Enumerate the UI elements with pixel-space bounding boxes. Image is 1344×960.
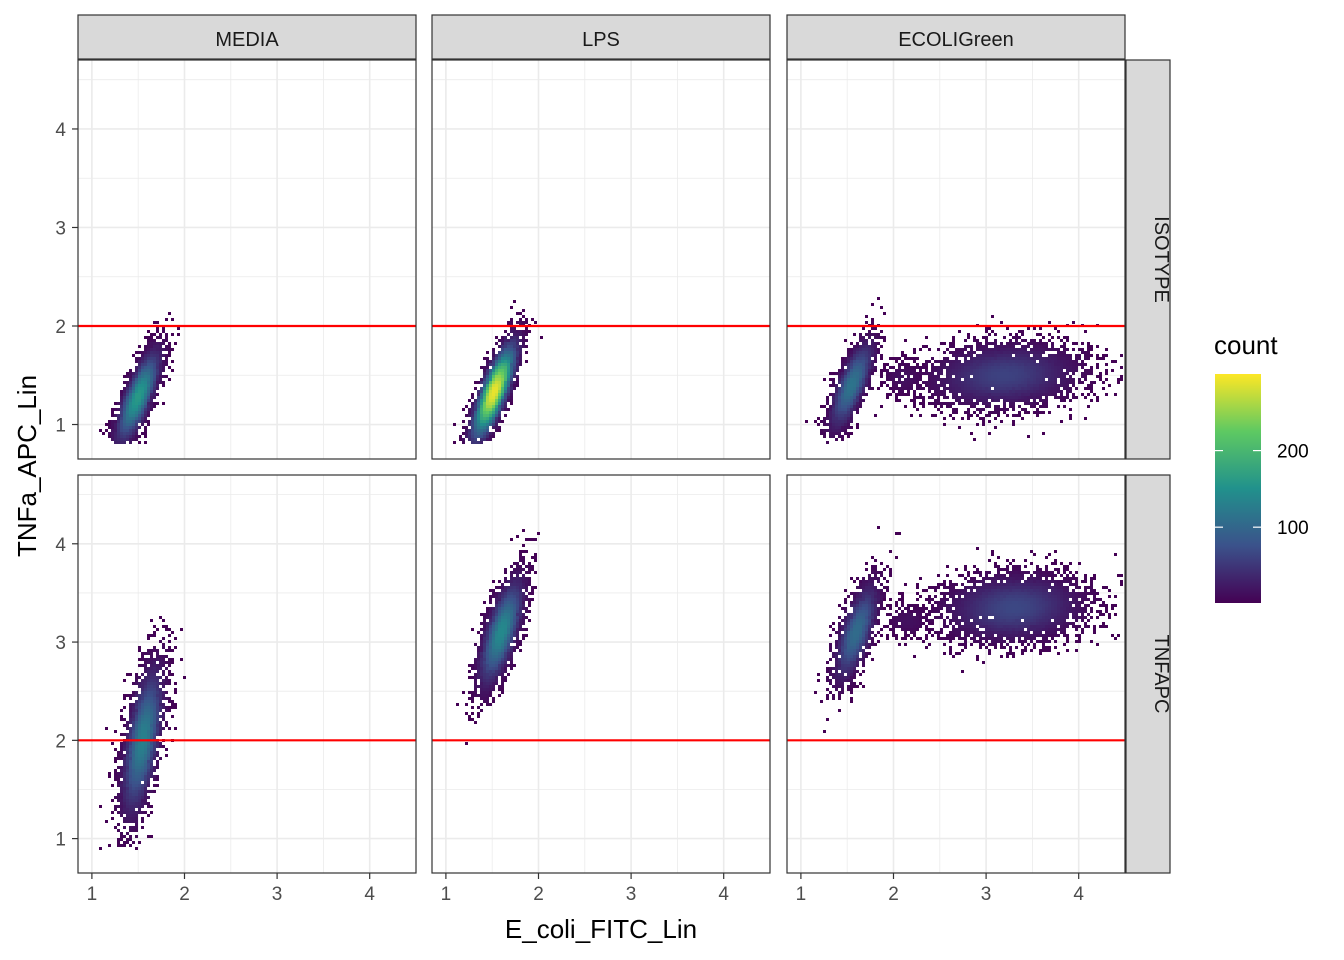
legend-colorbar [1215,374,1261,603]
y-tick-label: 4 [55,120,66,141]
y-tick-label: 4 [55,535,66,556]
x-tick-label: 4 [364,884,375,905]
x-tick-label: 4 [1073,884,1084,905]
legend-tick-label: 200 [1277,442,1309,463]
panel-border [431,474,771,874]
y-tick-label: 3 [55,218,66,239]
facet-strip-ecoligreen: ECOLIGreen [786,14,1126,60]
density-cells [453,300,543,444]
y-axis-title: TNFa_APC_Lin [12,375,42,557]
y-axis-tnfapc: 1 2 3 4 [55,535,78,851]
gridlines [432,475,770,873]
x-tick-label: 3 [981,884,992,905]
facet-strip-tnfapc: TNFAPC [1125,474,1172,874]
panel-isotype-media [77,59,417,460]
panel-border [431,59,771,460]
legend-tick-label: 100 [1277,518,1309,539]
legend-title: count [1214,330,1278,360]
y-tick-label: 2 [55,731,66,752]
facet-strip-label: MEDIA [215,29,279,51]
panel-border [786,474,1126,874]
panel-isotype-lps [431,59,771,460]
x-tick-label: 3 [272,884,283,905]
facet-strip-label: ISOTYPE [1150,216,1172,303]
panel-border [77,474,417,874]
y-tick-label: 2 [55,317,66,338]
facet-strip-label: LPS [582,29,620,51]
facet-strip-label: ECOLIGreen [898,29,1014,51]
legend-ticks: 100 200 [1215,442,1309,539]
y-tick-label: 3 [55,633,66,654]
density-cells [99,312,180,444]
density-cells [99,616,186,850]
x-tick-label: 2 [533,884,544,905]
facet-strip-label: TNFAPC [1150,635,1172,714]
y-tick-label: 1 [55,416,66,437]
panel-tnfapc-media [77,474,417,874]
panel-tnfapc-lps [431,474,771,874]
x-tick-label: 2 [179,884,190,905]
x-tick-label: 1 [796,884,807,905]
x-axis-ecoligreen: 1 2 3 4 [796,873,1084,905]
legend: count 100 200 [1214,330,1309,603]
density-cells [814,526,1123,733]
gridlines [78,60,416,459]
facet-strip-lps: LPS [431,14,771,60]
axes-layer: 1 2 3 4 1 2 3 4 1 2 3 4 1 2 3 4 1 2 3 4 [55,120,1084,905]
x-tick-label: 4 [718,884,729,905]
x-axis-title: E_coli_FITC_Lin [505,914,697,944]
panel-border [77,59,417,460]
panel-tnfapc-ecoligreen [786,474,1126,874]
x-axis-lps: 1 2 3 4 [441,873,729,905]
x-tick-label: 1 [87,884,98,905]
density-cells [805,297,1123,444]
y-axis-isotype: 1 2 3 4 [55,120,78,437]
facet-strip-media: MEDIA [77,14,417,60]
x-tick-label: 3 [626,884,637,905]
density-cells [456,529,540,745]
x-tick-label: 2 [888,884,899,905]
x-axis-media: 1 2 3 4 [87,873,375,905]
y-tick-label: 1 [55,830,66,851]
panel-isotype-ecoligreen [786,59,1126,460]
panel-border [786,59,1126,460]
x-tick-label: 1 [441,884,452,905]
panels-layer: MEDIA LPS ECOLIGreen ISOTYPE TNFAPC [77,14,1172,874]
facet-strip-isotype: ISOTYPE [1125,59,1172,460]
